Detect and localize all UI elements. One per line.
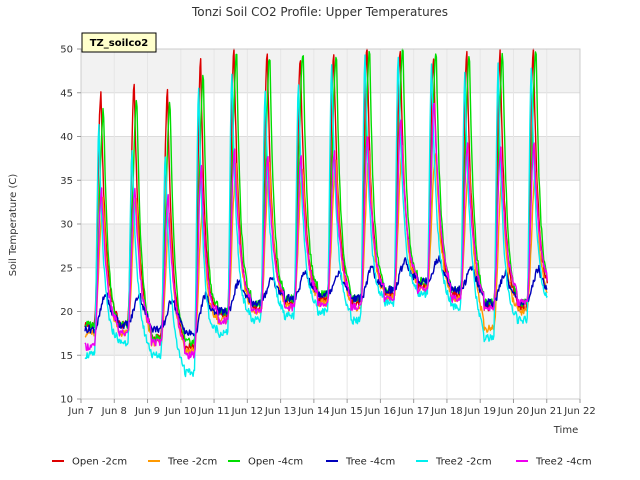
x-tick-label: Jun 8: [101, 406, 127, 417]
x-tick-label: Jun 12: [231, 406, 264, 417]
legend-label: Open -4cm: [248, 457, 303, 468]
x-tick-label: Jun 14: [297, 406, 330, 417]
y-tick-label: 25: [60, 263, 73, 274]
series-lines: [84, 48, 548, 378]
y-tick-label: 30: [60, 220, 73, 231]
x-tick-label: Jun 20: [497, 406, 530, 417]
x-tick-label: Jun 7: [67, 406, 93, 417]
plot-band: [81, 311, 580, 356]
legend-label: Tree2 -2cm: [435, 457, 492, 468]
y-tick-label: 15: [60, 351, 73, 362]
x-tick-label: Jun 18: [430, 406, 463, 417]
y-axis-title: Soil Temperature (C): [8, 174, 19, 277]
x-tick-label: Jun 17: [397, 406, 430, 417]
x-axis-title: Time: [553, 425, 578, 436]
x-tick-label: Jun 16: [364, 406, 397, 417]
y-tick-label: 45: [60, 88, 73, 99]
x-tick-label: Jun 13: [264, 406, 297, 417]
y-tick-label: 35: [60, 176, 73, 187]
site-label: TZ_soilco2: [90, 38, 149, 49]
x-tick-label: Jun 15: [330, 406, 363, 417]
x-tick-label: Jun 21: [530, 406, 563, 417]
x-tick-label: Jun 22: [563, 406, 596, 417]
x-tick-label: Jun 10: [164, 406, 197, 417]
legend-label: Tree -4cm: [345, 457, 395, 468]
chart-title: Tonzi Soil CO2 Profile: Upper Temperatur…: [191, 5, 448, 19]
legend-label: Tree2 -4cm: [535, 457, 592, 468]
series-line-tree2-4cm: [84, 102, 548, 360]
x-tick-label: Jun 19: [463, 406, 496, 417]
legend-label: Tree -2cm: [167, 457, 217, 468]
y-axis-ticks: 10 15 20 25 30 35 40 45 50: [60, 45, 81, 406]
x-axis-ticks: Jun 7 Jun 8 Jun 9 Jun 10 Jun 11 Jun 12 Jun 13 J…: [67, 399, 596, 417]
y-tick-label: 10: [60, 395, 73, 406]
x-tick-label: Jun 9: [134, 406, 160, 417]
y-tick-label: 20: [60, 307, 73, 318]
legend: Open -2cm Tree -2cm Open -4cm Tree -4cm Tree…: [52, 457, 592, 468]
y-tick-label: 50: [60, 45, 73, 56]
x-tick-label: Jun 11: [197, 406, 230, 417]
y-tick-label: 40: [60, 132, 73, 143]
site-label-box: TZ_soilco2: [81, 32, 157, 53]
legend-label: Open -2cm: [72, 457, 127, 468]
